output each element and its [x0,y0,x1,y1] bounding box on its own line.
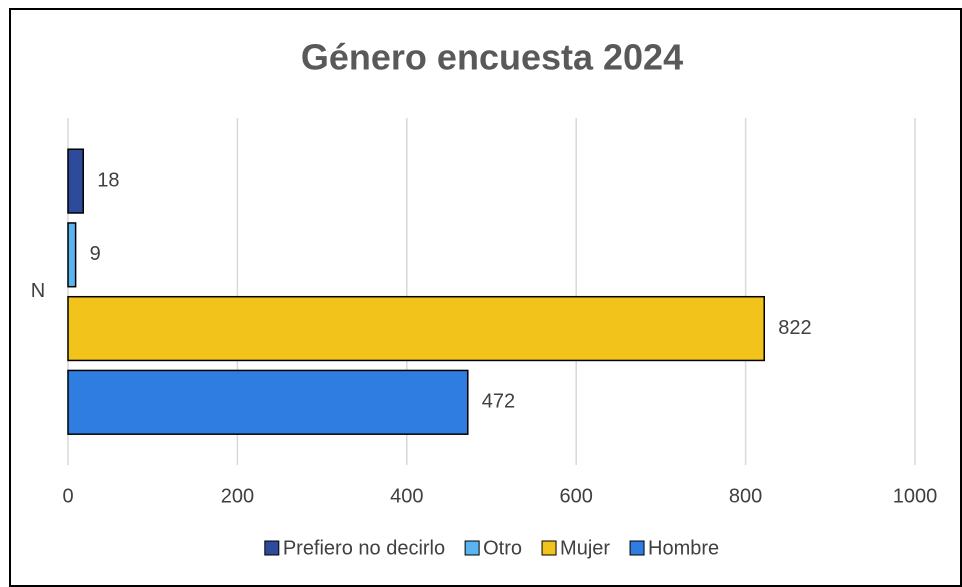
legend-label: Mujer [560,537,610,559]
bar [67,295,765,362]
legend-swatch [264,540,280,556]
x-tick-label: 400 [390,485,423,507]
bar [67,222,77,288]
chart-title: Género encuesta 2024 [301,37,683,78]
legend-label: Hombre [648,537,719,559]
legend-swatch [464,540,480,556]
x-tick-label: 200 [221,485,254,507]
x-tick-label: 800 [729,485,762,507]
x-tick-label: 600 [560,485,593,507]
legend-swatch [629,540,645,556]
data-label: 9 [90,243,101,265]
x-tick-label: 1000 [893,485,938,507]
legend-label: Otro [483,537,522,559]
bar [67,369,469,435]
x-tick-label: 0 [62,485,73,507]
bar [67,148,84,214]
data-label: 472 [482,391,515,413]
legend-label: Prefiero no decirlo [283,537,445,559]
data-label: 822 [778,317,811,339]
data-label: 18 [97,169,119,191]
legend-swatch [541,540,557,556]
category-label: N [31,280,45,302]
